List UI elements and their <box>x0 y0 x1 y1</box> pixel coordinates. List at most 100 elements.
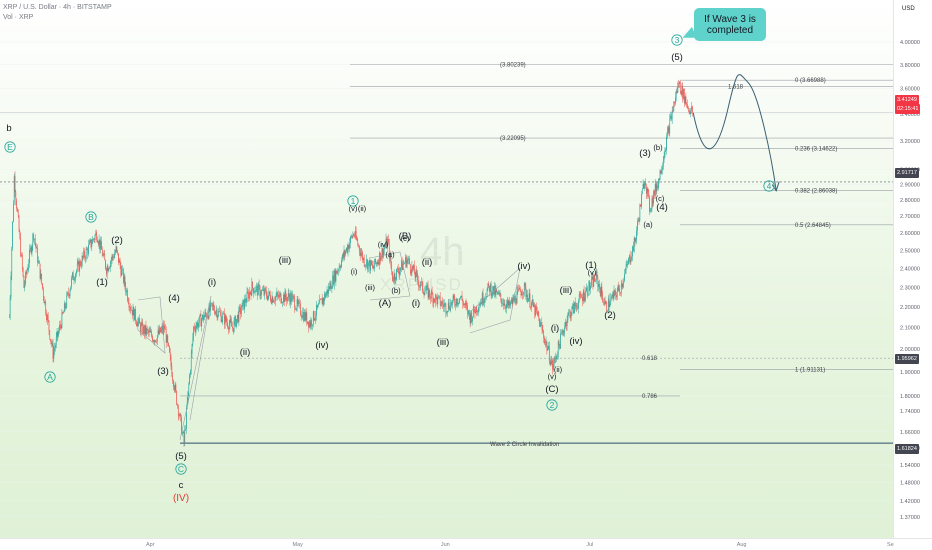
candle-body <box>565 322 566 327</box>
candle-body <box>683 88 684 99</box>
candle-body <box>469 315 471 324</box>
candle-body <box>111 255 113 260</box>
candle-body <box>681 85 683 95</box>
candle-body <box>577 308 578 309</box>
candle-body <box>614 290 616 291</box>
candle-body <box>287 293 289 298</box>
candle-body <box>153 340 155 343</box>
candle-body <box>299 302 300 304</box>
candle-body <box>82 255 84 258</box>
candle-body <box>161 326 163 330</box>
wave-label-w4b: (4) <box>656 202 668 213</box>
candle-body <box>366 259 367 266</box>
wave-label-text: (a) <box>643 220 653 229</box>
candle-body <box>276 292 278 296</box>
fib-level-label: 0.236 (3.14622) <box>795 146 837 152</box>
wave-label-four-circ: 4 <box>763 180 775 192</box>
candle-body <box>323 298 325 301</box>
candle-body <box>230 319 232 322</box>
candle-body <box>68 292 69 295</box>
candle-body <box>579 294 581 295</box>
candle-body <box>103 253 105 255</box>
candle-body <box>645 185 647 194</box>
x-tick-label: Jun <box>441 542 450 548</box>
candle-body <box>502 303 504 306</box>
candle-body <box>228 327 229 330</box>
candle-body <box>580 294 582 298</box>
candle-body <box>571 306 573 315</box>
candle-body <box>136 324 138 327</box>
candle-body <box>226 321 228 323</box>
price-axis[interactable] <box>893 0 932 550</box>
candle-body <box>430 296 431 299</box>
candle-body <box>615 290 616 296</box>
candle-body <box>125 286 127 293</box>
candle-body <box>137 321 139 327</box>
candle-body <box>21 254 22 257</box>
wave-structure-line <box>469 267 521 334</box>
candle-body <box>30 247 31 250</box>
wave-label-text: (ii) <box>554 365 563 374</box>
candle-body <box>39 263 41 279</box>
candle-body <box>27 268 29 270</box>
candle-body <box>143 326 145 334</box>
candle-body <box>381 248 383 257</box>
candle-body <box>335 270 337 282</box>
wave-label-v2: (v) <box>548 372 557 381</box>
candle-body <box>505 306 507 309</box>
wave-structure-line <box>179 295 212 441</box>
candle-body <box>517 288 519 292</box>
wave-label-w2b: (2) <box>604 310 616 321</box>
candle-body <box>12 221 13 249</box>
candle-body <box>304 312 305 321</box>
candle-body <box>442 301 443 305</box>
candle-body <box>489 285 490 292</box>
y-tick-label: 2.70000 <box>900 214 920 220</box>
wave-label-iv1: (iv) <box>315 340 328 351</box>
wave-label-b-small: (b) <box>391 286 401 295</box>
candle-body <box>169 346 170 353</box>
wave-label-w5b: (5) <box>671 52 683 63</box>
candle-body <box>156 335 158 342</box>
candle-body <box>351 236 353 238</box>
wave-label-c-small: (c) <box>401 234 410 243</box>
candle-body <box>359 251 361 256</box>
candle-body <box>213 304 215 310</box>
candle-body <box>400 267 401 271</box>
candle-body <box>51 343 53 345</box>
candle-body <box>573 303 574 314</box>
wave-label-i3: (i) <box>551 323 559 334</box>
candle-body <box>204 312 206 317</box>
time-axis[interactable] <box>0 538 932 550</box>
invalidation-label: Wave 2 Circle Invalidation <box>490 442 559 448</box>
candle-body <box>462 300 464 305</box>
candle-body <box>97 239 98 243</box>
candle-body <box>132 307 134 316</box>
candle-body <box>76 270 77 274</box>
candle-body <box>392 271 393 281</box>
wave-label-text: (ii) <box>358 204 367 213</box>
wave-label-two-circ: 2 <box>546 399 558 411</box>
candle-body <box>59 325 60 331</box>
candle-body <box>530 307 532 308</box>
candle-body <box>545 341 547 343</box>
candle-body <box>552 360 553 370</box>
candle-body <box>160 327 161 333</box>
candle-body <box>22 267 24 277</box>
fib-level-label: 0.786 <box>642 394 658 400</box>
candle-body <box>519 287 520 290</box>
candle-body <box>563 332 565 334</box>
candle-body <box>96 232 97 240</box>
wave-label-iii3: (iii) <box>560 285 573 296</box>
candle-body <box>16 200 17 209</box>
volume-indicator-title[interactable]: Vol · XRP <box>3 14 34 21</box>
wave-label-w1a: (1) <box>96 277 108 288</box>
currency-label[interactable]: USD <box>902 6 915 12</box>
candle-body <box>198 315 200 323</box>
candle-body <box>181 431 183 434</box>
candle-body <box>674 101 675 104</box>
symbol-title[interactable]: XRP / U.S. Dollar · 4h · BITSTAMP <box>3 4 112 11</box>
candle-body <box>445 303 447 314</box>
candle-body <box>329 282 331 290</box>
wave-label-text: C <box>178 464 184 474</box>
